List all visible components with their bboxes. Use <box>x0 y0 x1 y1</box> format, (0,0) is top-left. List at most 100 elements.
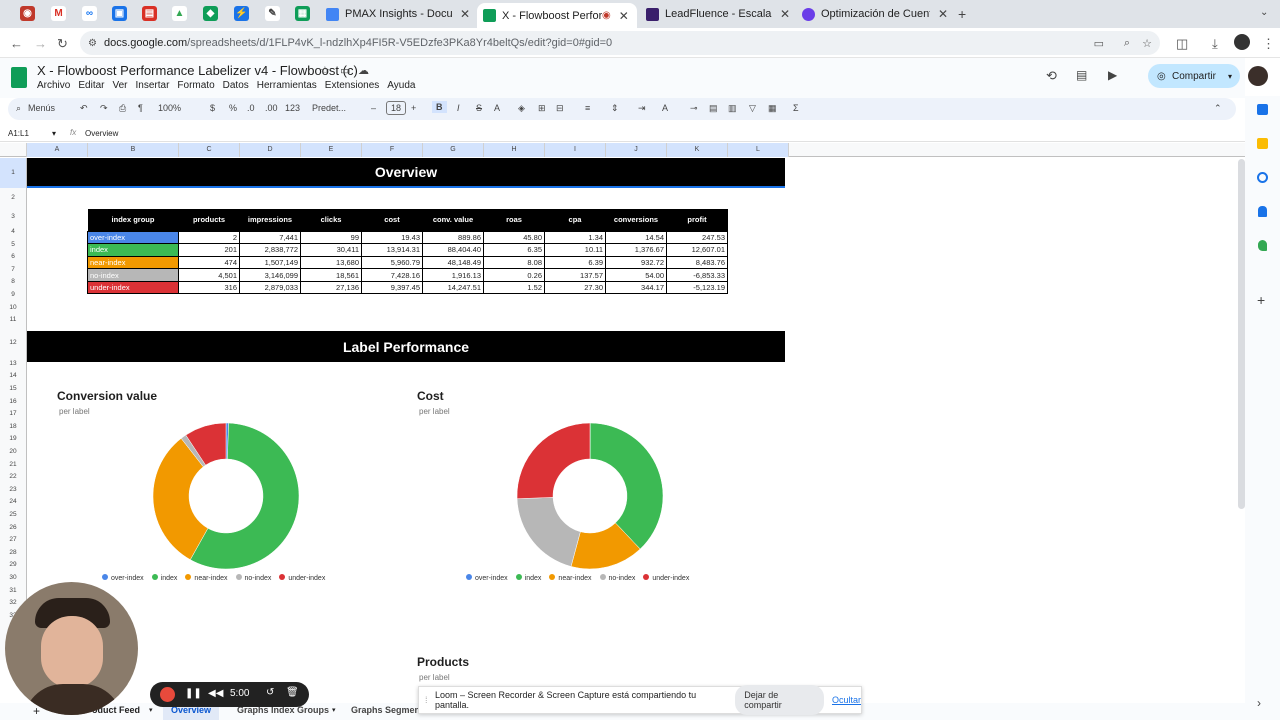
table-cell[interactable]: 10.11 <box>544 243 606 257</box>
table-cell[interactable]: 2 <box>178 230 240 245</box>
donut-slice-under-index[interactable] <box>516 422 591 499</box>
font-size-increase[interactable]: + <box>411 103 417 113</box>
table-cell[interactable]: 1,376.67 <box>605 243 667 257</box>
pinned-tab-icon[interactable]: ◉ <box>20 6 35 21</box>
index-group-cell[interactable]: index <box>87 243 179 257</box>
column-header[interactable]: L <box>728 143 789 157</box>
table-cell[interactable]: 27,136 <box>300 280 362 295</box>
table-cell[interactable]: 19.43 <box>361 230 423 245</box>
header-impressions[interactable]: impressions <box>239 209 301 231</box>
chevron-down-icon[interactable]: ▾ <box>149 707 153 714</box>
row-header[interactable]: 15 <box>0 383 27 396</box>
donut-slice-index[interactable] <box>589 422 664 550</box>
header-profit[interactable]: profit <box>666 209 728 231</box>
row-header[interactable]: 13 <box>0 357 27 371</box>
row-header[interactable]: 4 <box>0 226 27 239</box>
row-header[interactable]: 5 <box>0 238 27 252</box>
donut-slice-under-index[interactable] <box>185 422 227 466</box>
chart-icon[interactable]: ▥ <box>728 103 737 113</box>
filter-icon[interactable]: ▽ <box>749 103 756 113</box>
search-icon[interactable]: ⌕ <box>16 103 22 113</box>
menu-formato[interactable]: Formato <box>177 80 215 91</box>
table-cell[interactable]: 12,607.01 <box>666 243 728 257</box>
gmail-icon[interactable]: M <box>51 6 66 21</box>
table-cell[interactable]: 6.35 <box>483 243 545 257</box>
zoom-select[interactable]: 100% <box>158 103 182 113</box>
table-cell[interactable]: 247.53 <box>666 230 728 245</box>
column-header[interactable]: D <box>240 143 301 157</box>
tool-icon[interactable]: ⚡ <box>234 6 249 21</box>
increase-decimal-button[interactable]: .00 <box>265 103 278 113</box>
header-products[interactable]: products <box>178 209 240 231</box>
history-icon[interactable]: ⟲ <box>1046 68 1057 83</box>
stop-recording-button[interactable] <box>160 687 175 702</box>
share-button[interactable]: ◎ Compartir ▾ <box>1148 64 1240 88</box>
row-header[interactable]: 30 <box>0 572 27 585</box>
close-icon[interactable]: ✕ <box>779 7 790 21</box>
index-group-cell[interactable]: no-index <box>87 268 179 282</box>
chevron-down-icon[interactable]: ⌄ <box>1260 7 1269 18</box>
extension-icon[interactable]: ◆ <box>203 6 218 21</box>
paint-format-icon[interactable]: ¶ <box>138 103 143 113</box>
row-header[interactable]: 12 <box>0 326 27 358</box>
donut-slice-no-index[interactable] <box>516 497 581 567</box>
table-cell[interactable]: 7,428.16 <box>361 268 423 282</box>
legend-item[interactable]: near-index <box>549 574 592 582</box>
table-cell[interactable]: 0.26 <box>483 268 545 282</box>
header-conv-value[interactable]: conv. value <box>422 209 484 231</box>
table-cell[interactable]: -5,123.19 <box>666 280 728 295</box>
table-cell[interactable]: 3,146,099 <box>239 268 301 282</box>
row-header[interactable]: 10 <box>0 301 27 315</box>
table-cell[interactable]: 7,441 <box>239 230 301 245</box>
formula-input[interactable]: Overview <box>85 129 119 138</box>
donut-slice-index[interactable] <box>189 422 300 570</box>
stop-sharing-button[interactable]: Dejar de compartir <box>735 685 824 715</box>
italic-button[interactable]: I <box>457 103 460 113</box>
font-select[interactable]: Predet... <box>312 103 347 113</box>
close-icon[interactable]: ✕ <box>459 7 470 21</box>
sheet-tab-overview[interactable]: Overview <box>163 703 220 720</box>
contacts-icon[interactable] <box>1258 206 1267 217</box>
percent-button[interactable]: % <box>229 103 238 113</box>
legend-item[interactable]: no-index <box>235 574 271 582</box>
maps-icon[interactable] <box>1258 240 1267 251</box>
legend-item[interactable]: no-index <box>599 574 635 582</box>
table-cell[interactable]: 2,838,772 <box>239 243 301 257</box>
header-conversions[interactable]: conversions <box>605 209 667 231</box>
font-size-input[interactable]: 18 <box>386 101 407 115</box>
overview-band[interactable]: Overview <box>27 158 785 188</box>
menu-ver[interactable]: Ver <box>112 80 128 91</box>
profile-avatar[interactable] <box>1234 34 1250 50</box>
row-header[interactable]: 1 <box>0 158 27 188</box>
pen-icon[interactable]: ✎ <box>265 6 280 21</box>
row-header[interactable]: 28 <box>0 546 27 560</box>
zoom-icon[interactable]: ⌕ <box>1123 36 1130 49</box>
row-header[interactable]: 11 <box>0 314 27 327</box>
document-title[interactable]: X - Flowboost Performance Labelizer v4 -… <box>37 63 358 78</box>
meet-icon[interactable]: ▶ <box>1108 68 1118 82</box>
name-box[interactable]: A1:L1 <box>8 129 29 138</box>
number-format-button[interactable]: 123 <box>285 103 301 113</box>
menu-insertar[interactable]: Insertar <box>135 80 170 91</box>
drag-handle-icon[interactable]: ⁞ <box>425 695 428 705</box>
column-header[interactable]: B <box>88 143 179 157</box>
label-performance-band[interactable]: Label Performance <box>27 331 785 362</box>
redo-icon[interactable]: ↷ <box>100 103 108 113</box>
table-cell[interactable]: 8,483.76 <box>666 255 728 270</box>
chevron-down-icon[interactable]: ▾ <box>1227 71 1232 81</box>
table-cell[interactable]: 14,247.51 <box>422 280 484 295</box>
header-cost[interactable]: cost <box>361 209 423 231</box>
table-cell[interactable]: 4,501 <box>178 268 240 282</box>
site-info-icon[interactable]: ⚙ <box>88 37 97 49</box>
table-cell[interactable]: 88,404.40 <box>422 243 484 257</box>
index-group-cell[interactable]: over-index <box>87 230 179 245</box>
sheet-tab-graphs-index-groups[interactable]: Graphs Index Groups <box>237 705 330 715</box>
vertical-align-icon[interactable]: ⇕ <box>611 103 619 113</box>
comments-icon[interactable]: ▤ <box>1076 68 1088 82</box>
star-icon[interactable]: ☆ <box>320 65 330 77</box>
table-cell[interactable]: 344.17 <box>605 280 667 295</box>
row-header[interactable]: 18 <box>0 420 27 434</box>
row-header[interactable]: 17 <box>0 408 27 421</box>
decrease-decimal-button[interactable]: .0 <box>247 103 255 113</box>
table-cell[interactable]: 13,914.31 <box>361 243 423 257</box>
